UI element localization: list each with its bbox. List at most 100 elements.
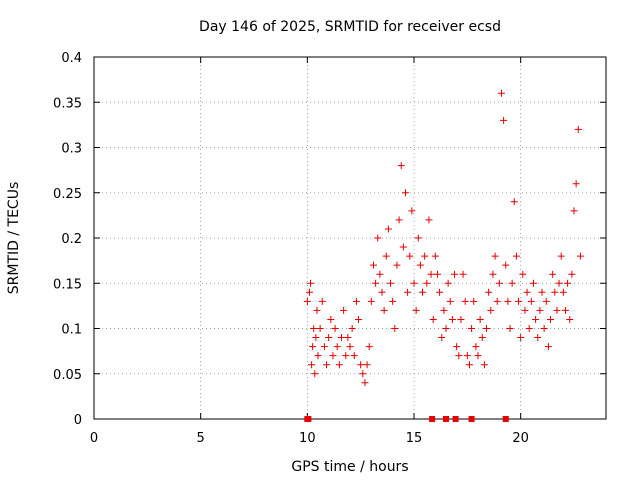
x-tick-label: 5 xyxy=(197,431,205,446)
data-point xyxy=(463,352,471,360)
data-point xyxy=(429,315,437,323)
data-point xyxy=(344,334,352,342)
zero-marker xyxy=(502,416,509,422)
data-point xyxy=(557,252,565,260)
data-point xyxy=(307,279,315,287)
x-tick-label: 10 xyxy=(299,431,316,446)
data-points xyxy=(303,89,584,387)
y-tick-label: 0.15 xyxy=(53,277,82,292)
data-point xyxy=(544,343,552,351)
data-point xyxy=(523,288,531,296)
data-point xyxy=(515,297,523,305)
data-point xyxy=(305,288,313,296)
zero-marker xyxy=(443,416,449,422)
data-point xyxy=(457,315,465,323)
data-point xyxy=(425,216,433,224)
data-point xyxy=(331,325,339,332)
zero-marker xyxy=(305,416,312,422)
data-point xyxy=(559,288,567,296)
data-point xyxy=(329,352,337,360)
data-point xyxy=(359,370,367,378)
x-tick-label: 20 xyxy=(512,431,529,446)
data-point xyxy=(576,252,584,260)
data-point xyxy=(378,288,386,296)
data-point xyxy=(414,234,422,242)
data-point xyxy=(348,325,356,332)
data-point xyxy=(382,252,390,260)
data-point xyxy=(468,325,476,332)
y-tick-label: 0.1 xyxy=(61,323,82,338)
data-point xyxy=(399,243,407,251)
data-point xyxy=(397,162,405,170)
data-point xyxy=(323,361,331,369)
data-point xyxy=(553,306,561,314)
data-point xyxy=(436,288,444,296)
y-tick-label: 0.3 xyxy=(61,142,82,157)
y-tick-label: 0.25 xyxy=(53,187,82,202)
data-point xyxy=(551,288,559,296)
data-point xyxy=(532,315,540,323)
data-point xyxy=(542,297,550,305)
data-point xyxy=(453,343,461,351)
data-point xyxy=(572,180,580,188)
y-tick-label: 0.2 xyxy=(61,232,82,247)
data-point xyxy=(487,306,495,314)
chart-title: Day 146 of 2025, SRMTID for receiver ecs… xyxy=(199,19,501,35)
data-point xyxy=(401,189,409,197)
data-point xyxy=(395,216,403,224)
data-point xyxy=(510,198,518,206)
data-point xyxy=(478,334,486,342)
zero-marker xyxy=(452,416,459,422)
data-point xyxy=(355,315,363,323)
data-point xyxy=(547,315,555,323)
data-point xyxy=(521,306,529,314)
data-point xyxy=(564,279,572,287)
data-point xyxy=(506,325,514,332)
data-point xyxy=(406,252,414,260)
data-point xyxy=(318,297,326,305)
y-tick-label: 0.35 xyxy=(53,96,82,111)
y-axis-label: SRMTID / TECUs xyxy=(6,182,22,295)
data-point xyxy=(350,352,358,360)
data-point xyxy=(314,352,322,360)
data-point xyxy=(476,315,484,323)
data-point xyxy=(421,252,429,260)
data-point xyxy=(497,89,505,97)
data-point xyxy=(549,270,557,278)
data-point xyxy=(303,297,311,305)
data-point xyxy=(335,361,343,369)
data-point xyxy=(448,315,456,323)
data-point xyxy=(327,315,335,323)
data-point xyxy=(393,261,401,269)
data-point xyxy=(320,343,328,351)
data-point xyxy=(568,270,576,278)
data-point xyxy=(333,343,341,351)
data-point xyxy=(416,261,424,269)
x-tick-label: 0 xyxy=(90,431,98,446)
data-point xyxy=(446,297,454,305)
data-point xyxy=(455,352,463,360)
data-point xyxy=(408,207,416,215)
data-point xyxy=(502,261,510,269)
data-point xyxy=(372,279,380,287)
data-point xyxy=(376,270,384,278)
data-point xyxy=(491,252,499,260)
data-point xyxy=(536,306,544,314)
data-point xyxy=(470,297,478,305)
data-point xyxy=(419,288,427,296)
data-point xyxy=(404,288,412,296)
data-point xyxy=(380,306,388,314)
data-point xyxy=(500,116,508,124)
data-point xyxy=(440,306,448,314)
data-point xyxy=(325,334,333,342)
data-point xyxy=(538,288,546,296)
data-point xyxy=(374,234,382,242)
data-point xyxy=(433,270,441,278)
data-point xyxy=(340,306,348,314)
y-tick-label: 0 xyxy=(74,413,82,428)
data-point xyxy=(555,279,563,287)
data-point xyxy=(570,207,578,215)
data-point xyxy=(313,306,321,314)
data-point xyxy=(387,279,395,287)
data-point xyxy=(412,306,420,314)
